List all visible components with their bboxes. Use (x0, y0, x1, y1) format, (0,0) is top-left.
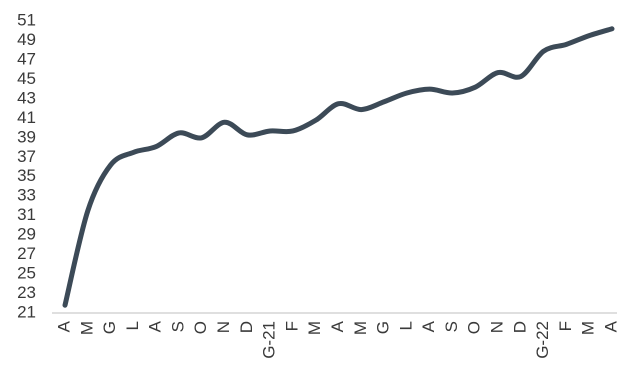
x-tick-label: M (305, 321, 324, 335)
y-tick-label: 27 (17, 244, 36, 263)
y-tick-label: 51 (17, 10, 36, 29)
x-tick-label: G (100, 321, 119, 334)
x-tick-label: A (601, 320, 617, 332)
y-tick-label: 49 (17, 30, 36, 49)
x-tick-label: O (465, 321, 484, 334)
y-tick-label: 25 (17, 264, 36, 283)
y-tick-label: 45 (17, 69, 36, 88)
x-tick-label: F (556, 321, 575, 331)
x-tick-label: S (442, 321, 461, 332)
x-tick-label: G (374, 321, 393, 334)
x-tick-label: A (419, 320, 438, 332)
line (62, 26, 615, 308)
x-tick-label: O (191, 321, 210, 334)
y-tick-label: 43 (17, 88, 36, 107)
y-tick-label: 37 (17, 147, 36, 166)
x-tick-label: G-21 (260, 321, 279, 359)
x-tick-label: D (237, 321, 256, 333)
y-tick-label: 39 (17, 127, 36, 146)
y-tick-label: 33 (17, 186, 36, 205)
x-tick-label: A (146, 320, 165, 332)
x-tick-label: D (510, 321, 529, 333)
y-tick-label: 21 (17, 302, 36, 321)
x-tick-label: G-22 (533, 321, 552, 359)
x-tick-label: N (214, 321, 233, 333)
x-tick-label: M (579, 321, 598, 335)
x-tick-label: M (77, 321, 96, 335)
y-tick-label: 35 (17, 166, 36, 185)
y-tick-label: 41 (17, 108, 36, 127)
x-tick-label: L (123, 321, 142, 330)
x-tick-label: S (168, 321, 187, 332)
x-tick-label: N (488, 321, 507, 333)
x-tick-label: F (282, 321, 301, 331)
x-tick-label: A (328, 320, 347, 332)
y-tick-label: 29 (17, 225, 36, 244)
y-tick-label: 31 (17, 205, 36, 224)
x-tick-label: L (396, 321, 415, 330)
x-tick-label: A (54, 320, 73, 332)
x-tick-label: M (351, 321, 370, 335)
y-tick-label: 47 (17, 49, 36, 68)
y-tick-label: 23 (17, 283, 36, 302)
